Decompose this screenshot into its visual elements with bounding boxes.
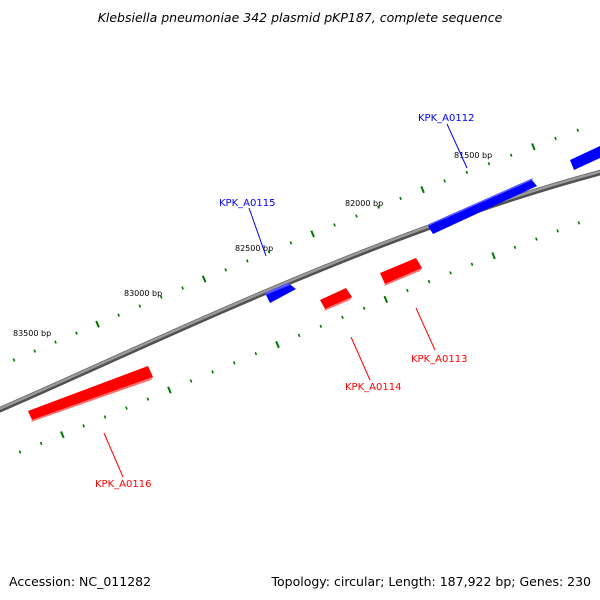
- inner-tick-row: [18, 221, 581, 454]
- bp-label-83500: 83500 bp: [13, 329, 51, 338]
- gene-arrow[interactable]: [28, 366, 153, 420]
- bp-label-82500: 82500 bp: [235, 244, 273, 253]
- inner-minor-tick: [556, 229, 559, 233]
- bp-label-83000: 83000 bp: [124, 289, 162, 298]
- inner-minor-tick: [427, 279, 431, 284]
- outer-minor-tick: [487, 162, 491, 166]
- gene-KPK_A0112[interactable]: [428, 178, 537, 234]
- outer-minor-tick: [333, 223, 336, 227]
- outer-minor-tick: [117, 313, 121, 317]
- plasmid-backbone: [0, 169, 600, 413]
- inner-minor-tick: [189, 379, 193, 383]
- inner-minor-tick: [449, 271, 452, 275]
- outer-minor-tick: [509, 153, 513, 157]
- inner-minor-tick: [82, 424, 86, 428]
- inner-minor-tick: [18, 450, 22, 454]
- outer-major-tick: [95, 320, 100, 328]
- inner-major-tick: [167, 386, 172, 394]
- accession-text: Accession: NC_011282: [9, 574, 151, 589]
- outer-minor-tick: [377, 205, 380, 209]
- inner-minor-tick: [577, 221, 581, 225]
- inner-minor-tick: [319, 324, 323, 329]
- outer-minor-tick: [289, 241, 293, 245]
- inner-minor-tick: [362, 306, 366, 310]
- outer-major-tick: [531, 143, 536, 151]
- inner-minor-tick: [341, 315, 344, 320]
- gene-label-KPK_A0114[interactable]: KPK_A0114: [345, 382, 401, 393]
- outer-minor-tick: [159, 295, 163, 299]
- outer-minor-tick: [33, 349, 37, 353]
- inner-minor-tick: [39, 441, 43, 446]
- inner-major-tick: [491, 252, 496, 260]
- outer-minor-tick: [443, 179, 446, 183]
- outer-minor-tick: [554, 136, 557, 141]
- inner-minor-tick: [513, 245, 517, 249]
- inner-minor-tick: [146, 397, 150, 401]
- sequence-summary: Topology: circular; Length: 187,922 bp; …: [271, 574, 592, 589]
- gene-arrow-bottom: [324, 297, 352, 311]
- gene-KPK_A0114[interactable]: [320, 288, 352, 311]
- gene-arrow-top: [428, 178, 533, 226]
- gene-label-KPK_A0113[interactable]: KPK_A0113: [411, 354, 467, 365]
- inner-minor-tick: [232, 361, 236, 365]
- gene-label-KPK_A0112[interactable]: KPK_A0112: [418, 113, 474, 124]
- outer-major-tick: [310, 230, 315, 238]
- inner-minor-tick: [297, 333, 301, 338]
- outer-tick-row: [12, 128, 580, 362]
- inner-minor-tick: [470, 262, 474, 266]
- gene-partial-right[interactable]: [570, 146, 600, 170]
- gene-label-KPK_A0115[interactable]: KPK_A0115: [219, 198, 275, 209]
- inner-minor-tick: [103, 415, 107, 419]
- gene-arrow[interactable]: [265, 283, 296, 303]
- gene-KPK_A0115[interactable]: [265, 283, 296, 303]
- inner-minor-tick: [254, 351, 258, 356]
- outer-minor-tick: [138, 304, 142, 308]
- outer-minor-tick: [576, 128, 580, 132]
- inner-minor-tick: [406, 288, 409, 293]
- outer-minor-tick: [465, 170, 469, 174]
- leader-KPK_A0116: [103, 432, 124, 478]
- outer-minor-tick: [54, 340, 57, 344]
- bp-label-82000: 82000 bp: [345, 199, 383, 208]
- gene-arrow[interactable]: [570, 146, 600, 170]
- outer-minor-tick: [246, 259, 249, 263]
- outer-minor-tick: [181, 286, 184, 290]
- inner-minor-tick: [535, 237, 538, 241]
- outer-minor-tick: [224, 268, 228, 272]
- leader-KPK_A0114: [350, 336, 371, 381]
- bp-label-81500: 81500 bp: [454, 151, 492, 160]
- outer-minor-tick: [355, 214, 358, 218]
- leader-KPK_A0112: [446, 123, 468, 169]
- inner-minor-tick: [125, 406, 128, 410]
- outer-minor-tick: [75, 331, 78, 335]
- gene-KPK_A0116[interactable]: [28, 366, 153, 422]
- leader-KPK_A0113: [415, 307, 436, 351]
- leader-KPK_A0115: [248, 207, 267, 257]
- outer-major-tick: [420, 186, 425, 194]
- inner-major-tick: [60, 431, 65, 439]
- inner-major-tick: [383, 295, 389, 303]
- gene-arrow-bottom: [31, 377, 153, 422]
- outer-minor-tick: [399, 196, 402, 201]
- inner-major-tick: [275, 340, 280, 349]
- gene-arrow[interactable]: [428, 180, 537, 234]
- map-title: Klebsiella pneumoniae 342 plasmid pKP187…: [98, 10, 503, 25]
- gene-arrow[interactable]: [380, 258, 422, 284]
- gene-arrow[interactable]: [320, 288, 352, 309]
- outer-major-tick: [201, 275, 207, 283]
- gene-KPK_A0113[interactable]: [380, 258, 422, 286]
- inner-minor-tick: [211, 370, 214, 374]
- gene-label-KPK_A0116[interactable]: KPK_A0116: [95, 479, 151, 490]
- outer-minor-tick: [12, 358, 16, 362]
- gene-arrow-top: [265, 283, 290, 295]
- outer-minor-tick: [267, 250, 271, 254]
- gene-arrow-bottom: [384, 268, 422, 286]
